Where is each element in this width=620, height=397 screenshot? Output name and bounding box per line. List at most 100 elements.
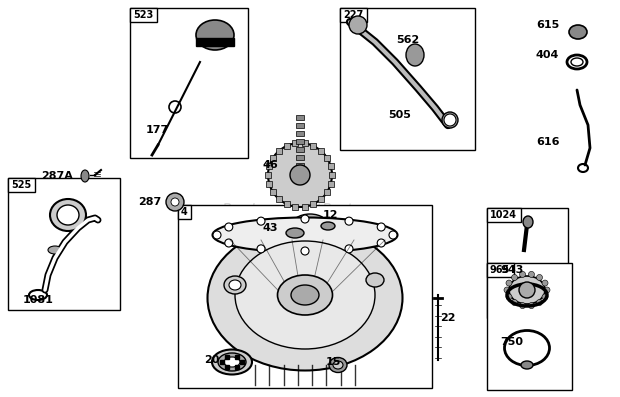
- Text: 287: 287: [138, 197, 162, 207]
- Circle shape: [268, 143, 332, 207]
- Text: 562: 562: [396, 35, 420, 45]
- Text: 523: 523: [133, 10, 153, 20]
- Text: 525: 525: [11, 180, 31, 190]
- Circle shape: [542, 280, 548, 286]
- Text: 1024: 1024: [490, 210, 517, 220]
- Circle shape: [520, 303, 526, 308]
- Ellipse shape: [278, 275, 332, 315]
- Bar: [487, 208, 521, 222]
- Circle shape: [225, 223, 232, 231]
- Circle shape: [444, 114, 456, 126]
- Ellipse shape: [333, 361, 343, 369]
- Bar: [293, 204, 298, 210]
- Circle shape: [377, 239, 385, 247]
- Ellipse shape: [213, 218, 397, 252]
- Text: 750: 750: [500, 337, 523, 347]
- Bar: [284, 143, 290, 149]
- Ellipse shape: [366, 273, 384, 287]
- Text: 943: 943: [500, 265, 524, 275]
- Circle shape: [528, 303, 534, 308]
- Bar: [340, 8, 367, 22]
- Bar: [178, 205, 432, 388]
- Bar: [487, 263, 514, 277]
- Bar: [296, 123, 304, 128]
- Bar: [235, 365, 239, 369]
- Circle shape: [544, 287, 550, 293]
- Ellipse shape: [229, 280, 241, 290]
- Bar: [296, 163, 304, 168]
- Circle shape: [536, 299, 542, 306]
- Circle shape: [520, 272, 526, 278]
- Bar: [220, 360, 224, 364]
- Bar: [225, 365, 229, 369]
- Circle shape: [377, 223, 385, 231]
- Bar: [296, 155, 304, 160]
- Ellipse shape: [212, 349, 252, 374]
- Circle shape: [528, 272, 534, 278]
- Circle shape: [506, 280, 512, 286]
- Text: 4: 4: [181, 207, 188, 217]
- Text: ReplacementParts.com: ReplacementParts.com: [221, 202, 399, 218]
- Text: 965: 965: [490, 265, 510, 275]
- Text: 227: 227: [343, 10, 363, 20]
- Ellipse shape: [569, 25, 587, 39]
- Circle shape: [257, 245, 265, 253]
- Circle shape: [225, 239, 232, 247]
- Bar: [296, 139, 304, 144]
- Text: 12: 12: [322, 210, 338, 220]
- Bar: [267, 181, 272, 187]
- Bar: [487, 263, 572, 390]
- Bar: [301, 204, 308, 210]
- Ellipse shape: [196, 20, 234, 50]
- Circle shape: [542, 294, 548, 300]
- Ellipse shape: [521, 361, 533, 369]
- Circle shape: [301, 247, 309, 255]
- Bar: [310, 143, 316, 149]
- Bar: [310, 201, 316, 207]
- Circle shape: [536, 274, 542, 281]
- Ellipse shape: [81, 170, 89, 182]
- Bar: [270, 155, 276, 161]
- Bar: [8, 178, 35, 192]
- Bar: [324, 155, 330, 161]
- Bar: [8, 178, 120, 310]
- Bar: [324, 189, 330, 195]
- Bar: [340, 8, 475, 150]
- Ellipse shape: [224, 276, 246, 294]
- Ellipse shape: [442, 112, 458, 128]
- Ellipse shape: [406, 44, 424, 66]
- Bar: [296, 147, 304, 152]
- Bar: [328, 181, 334, 187]
- Bar: [296, 131, 304, 136]
- Ellipse shape: [224, 357, 240, 367]
- Text: 177: 177: [145, 125, 169, 135]
- Circle shape: [345, 217, 353, 225]
- Ellipse shape: [218, 353, 246, 371]
- Bar: [196, 38, 234, 46]
- Circle shape: [389, 231, 397, 239]
- Bar: [276, 196, 282, 202]
- Bar: [265, 172, 271, 178]
- Ellipse shape: [321, 222, 335, 230]
- Bar: [318, 148, 324, 154]
- Circle shape: [506, 294, 512, 300]
- Text: 404: 404: [535, 50, 559, 60]
- Text: 615: 615: [536, 20, 560, 30]
- Bar: [329, 172, 335, 178]
- Circle shape: [519, 282, 535, 298]
- Ellipse shape: [509, 276, 545, 304]
- Text: 43: 43: [262, 223, 278, 233]
- Text: 616: 616: [536, 137, 560, 147]
- Circle shape: [512, 299, 518, 306]
- Ellipse shape: [57, 205, 79, 225]
- Circle shape: [512, 274, 518, 281]
- Circle shape: [257, 217, 265, 225]
- Text: 1081: 1081: [22, 295, 53, 305]
- Ellipse shape: [286, 228, 304, 238]
- Bar: [293, 140, 298, 146]
- Bar: [240, 360, 244, 364]
- Ellipse shape: [208, 225, 402, 370]
- Bar: [296, 115, 304, 120]
- Ellipse shape: [290, 214, 330, 242]
- Ellipse shape: [235, 241, 375, 349]
